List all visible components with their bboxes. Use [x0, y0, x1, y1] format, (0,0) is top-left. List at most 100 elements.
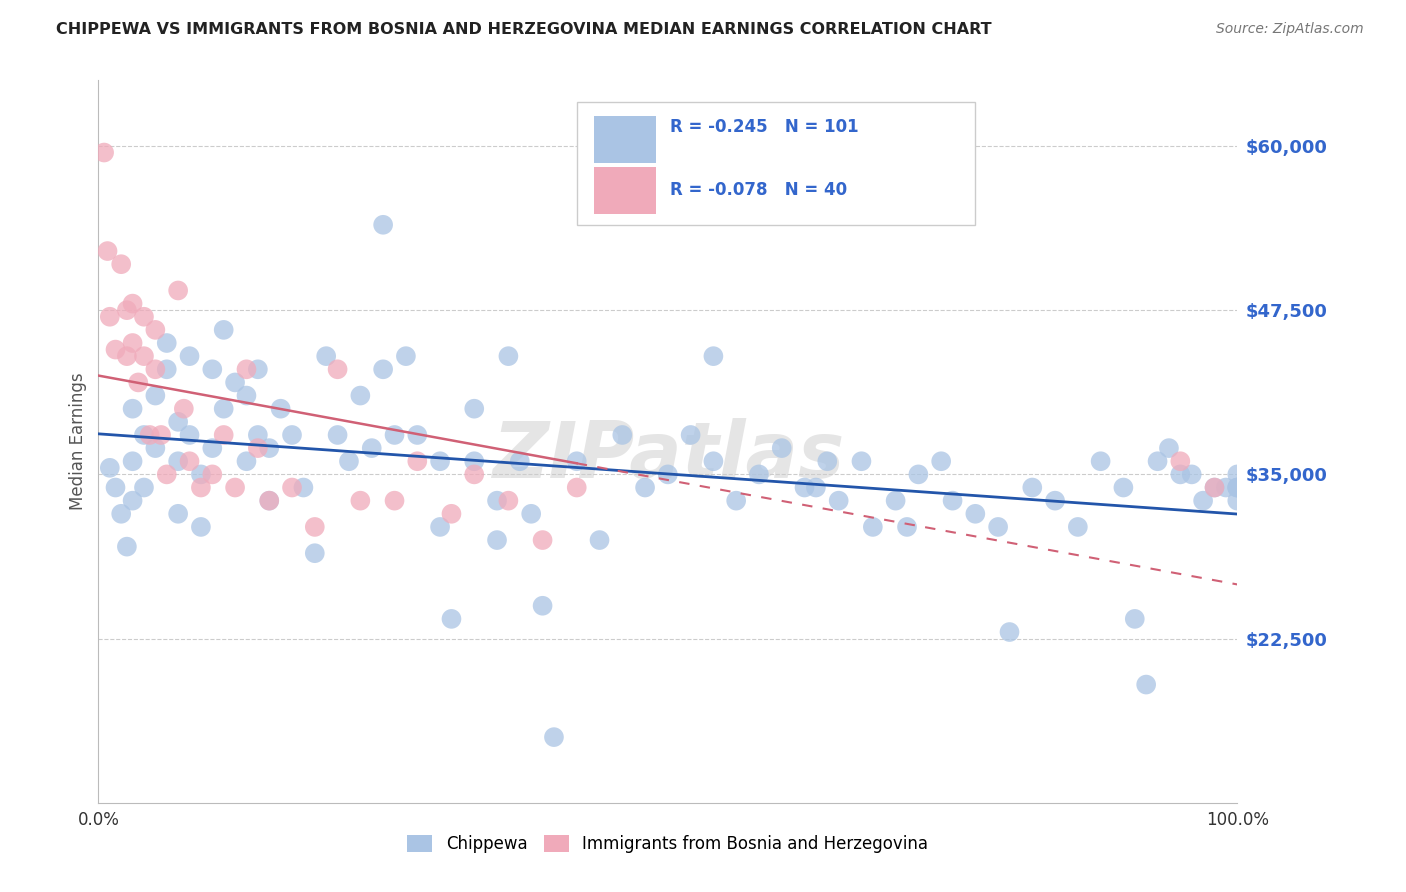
Point [965, 507, 987, 521]
Point [212, 401, 235, 416]
Point [96, 244, 118, 258]
Point [929, 454, 952, 468]
Point [1192, 493, 1215, 508]
Point [132, 428, 155, 442]
Point [281, 481, 304, 495]
Point [224, 376, 246, 390]
Legend: Chippewa, Immigrants from Bosnia and Herzegovina: Chippewa, Immigrants from Bosnia and Her… [401, 828, 935, 860]
Text: R = -0.078   N = 40: R = -0.078 N = 40 [671, 181, 848, 199]
Point [440, 612, 463, 626]
Point [270, 401, 292, 416]
Point [498, 493, 520, 508]
Point [1043, 493, 1066, 508]
Point [156, 362, 179, 376]
Point [486, 533, 509, 547]
Point [115, 540, 138, 554]
Point [104, 481, 127, 495]
Point [804, 481, 827, 495]
Point [156, 336, 179, 351]
Point [1226, 481, 1249, 495]
Point [1226, 467, 1249, 482]
Point [1170, 467, 1192, 482]
Point [173, 401, 195, 416]
Point [384, 493, 406, 508]
Point [1021, 481, 1043, 495]
Point [132, 481, 155, 495]
Point [531, 599, 554, 613]
Point [132, 310, 155, 324]
Point [138, 428, 160, 442]
Point [190, 481, 212, 495]
Point [326, 362, 349, 376]
Point [98, 310, 121, 324]
Point [1204, 481, 1226, 495]
Point [246, 441, 269, 455]
Point [942, 493, 965, 508]
Point [1067, 520, 1090, 534]
Point [498, 349, 520, 363]
Point [998, 625, 1021, 640]
Point [1090, 454, 1112, 468]
Point [93, 145, 115, 160]
Point [429, 454, 451, 468]
Point [104, 343, 127, 357]
Point [896, 520, 918, 534]
Point [702, 349, 724, 363]
Point [145, 323, 167, 337]
Point [121, 401, 143, 416]
Point [132, 349, 155, 363]
Point [190, 467, 212, 482]
Point [440, 507, 463, 521]
Point [150, 428, 173, 442]
Point [1123, 612, 1146, 626]
Point [679, 428, 702, 442]
Point [509, 454, 531, 468]
Point [337, 454, 360, 468]
Point [371, 362, 394, 376]
Point [851, 454, 873, 468]
FancyBboxPatch shape [576, 102, 976, 225]
Point [565, 481, 588, 495]
Point [167, 454, 190, 468]
Point [815, 454, 838, 468]
Point [828, 493, 851, 508]
Point [384, 428, 406, 442]
Point [235, 362, 257, 376]
Point [349, 493, 371, 508]
Point [1204, 481, 1226, 495]
Point [748, 467, 770, 482]
Point [304, 520, 326, 534]
Point [1112, 481, 1135, 495]
Point [145, 441, 167, 455]
Point [110, 257, 132, 271]
Point [145, 362, 167, 376]
Point [179, 454, 201, 468]
Point [246, 428, 269, 442]
Point [115, 349, 138, 363]
Point [121, 493, 143, 508]
Point [235, 454, 257, 468]
Point [702, 454, 724, 468]
Point [543, 730, 565, 744]
Point [862, 520, 884, 534]
Point [793, 481, 815, 495]
Point [224, 481, 246, 495]
Text: ZIPatlas: ZIPatlas [492, 418, 844, 494]
Text: CHIPPEWA VS IMMIGRANTS FROM BOSNIA AND HERZEGOVINA MEDIAN EARNINGS CORRELATION C: CHIPPEWA VS IMMIGRANTS FROM BOSNIA AND H… [56, 22, 991, 37]
Point [212, 428, 235, 442]
Point [201, 467, 224, 482]
Point [121, 336, 143, 351]
Point [201, 441, 224, 455]
Y-axis label: Median Earnings: Median Earnings [69, 373, 87, 510]
Point [406, 428, 429, 442]
Point [725, 493, 748, 508]
Point [179, 428, 201, 442]
Point [115, 303, 138, 318]
Point [406, 454, 429, 468]
Point [315, 349, 337, 363]
Point [520, 507, 543, 521]
Point [259, 493, 281, 508]
Point [1181, 467, 1204, 482]
Point [304, 546, 326, 560]
Point [190, 520, 212, 534]
